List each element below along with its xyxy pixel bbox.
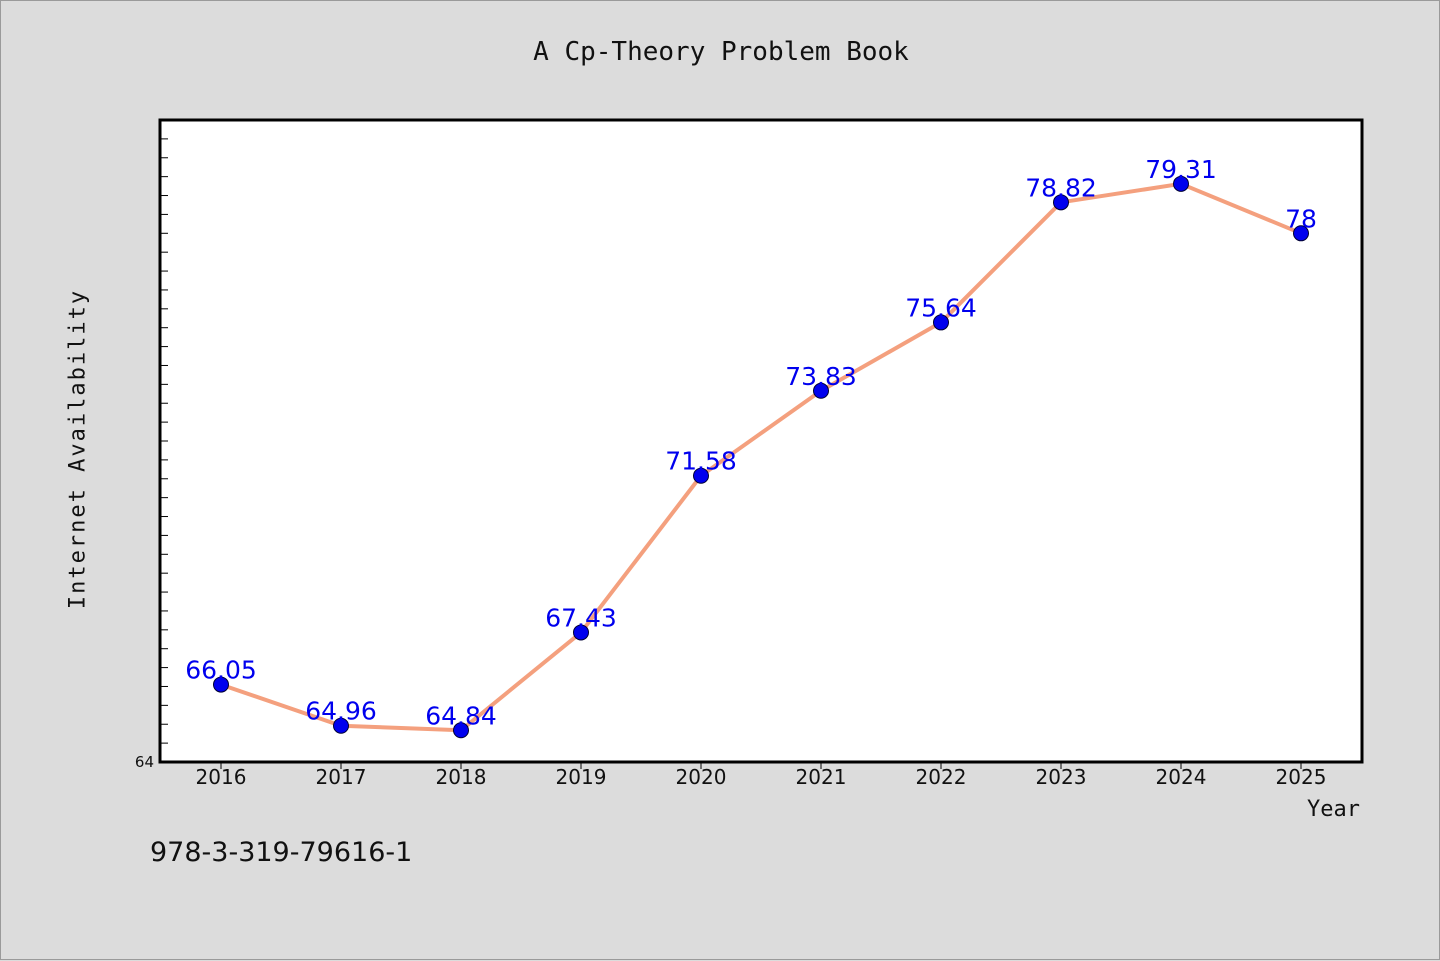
plot-area xyxy=(158,118,1364,764)
x-tick-label: 2019 xyxy=(556,765,607,789)
data-point xyxy=(453,722,469,739)
x-tick-label: 2017 xyxy=(316,765,367,789)
x-tick-label: 2024 xyxy=(1156,765,1207,789)
data-point xyxy=(213,676,229,693)
x-tick-label: 2023 xyxy=(1036,765,1087,789)
data-label: 64.96 xyxy=(305,697,377,726)
data-point xyxy=(333,717,349,734)
x-tick-label: 2022 xyxy=(916,765,967,789)
data-label: 71.58 xyxy=(665,447,737,476)
x-tick-label: 2018 xyxy=(436,765,487,789)
data-label: 67.43 xyxy=(545,603,617,632)
data-label: 79.31 xyxy=(1145,155,1217,184)
x-tick-label: 2020 xyxy=(676,765,727,789)
data-label: 64.84 xyxy=(425,701,497,730)
data-point xyxy=(573,624,589,641)
data-label: 73.83 xyxy=(785,362,857,391)
data-label: 78.82 xyxy=(1025,173,1097,202)
data-label: 78 xyxy=(1285,204,1317,233)
x-tick-label: 2025 xyxy=(1276,765,1327,789)
data-point xyxy=(693,467,709,484)
data-point xyxy=(1053,194,1069,211)
chart-title: A Cp-Theory Problem Book xyxy=(533,37,909,67)
series-line xyxy=(220,181,1302,733)
data-label: 75.64 xyxy=(905,293,977,322)
data-point xyxy=(1173,175,1189,192)
x-axis-label: Year xyxy=(1307,797,1360,822)
data-label: 66.05 xyxy=(185,656,257,685)
x-tick-label: 2021 xyxy=(796,765,847,789)
isbn-text: 978-3-319-79616-1 xyxy=(150,837,413,868)
x-tick-label: 2016 xyxy=(196,765,247,789)
y-tick-label: 64 xyxy=(135,753,154,771)
data-point xyxy=(933,314,949,331)
data-point xyxy=(813,382,829,399)
data-point xyxy=(1293,225,1309,242)
